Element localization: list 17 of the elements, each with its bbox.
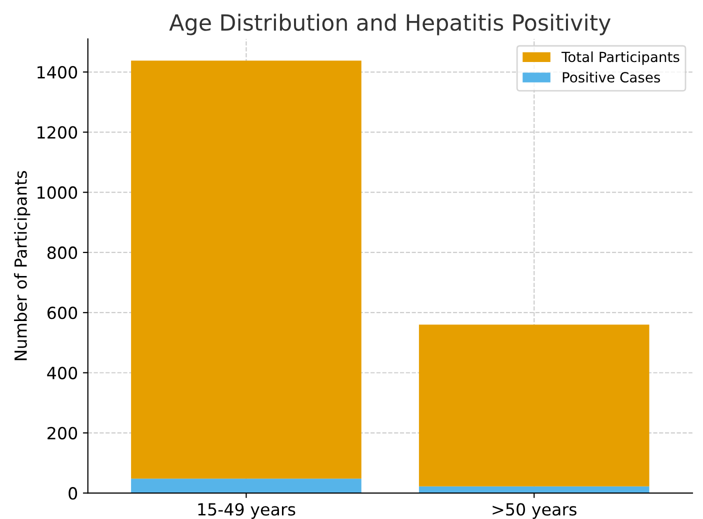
y-tick-label: 1400 <box>38 66 78 79</box>
legend-label: Positive Cases <box>562 72 660 83</box>
y-tick-label: 1200 <box>38 126 78 139</box>
y-tick-label: 800 <box>47 246 78 260</box>
y-tick-label: 400 <box>47 366 78 380</box>
y-tick-label: 600 <box>48 306 78 320</box>
y-tick-label: 0 <box>68 487 78 500</box>
bar <box>418 324 650 486</box>
x-tick-label: >50 years <box>492 503 576 519</box>
y-axis-title: Number of Participants <box>14 171 30 360</box>
y-tick-label: 200 <box>48 426 78 440</box>
legend-label: Total Participants <box>561 51 680 65</box>
x-tick-label: 15-49 years <box>198 503 296 519</box>
chart-title: Age Distribution and Hepatitis Positivity <box>169 14 611 36</box>
y-tick-label: 1000 <box>38 186 78 199</box>
bar <box>131 478 362 494</box>
bar <box>418 486 650 494</box>
